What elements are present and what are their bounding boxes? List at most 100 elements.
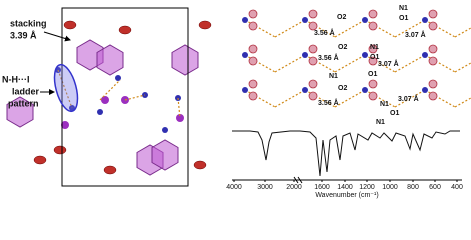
x-tick-label: 1600 <box>314 184 330 191</box>
axis-break <box>293 176 303 184</box>
oxygen-atom <box>428 21 438 31</box>
hydrogen-bond <box>177 97 181 119</box>
nitrogen-atom <box>362 87 368 93</box>
hydrogen-bond <box>394 89 426 108</box>
stacking-distance: 3.39 Å <box>10 30 37 40</box>
distance-label: 3.07 Å <box>405 30 426 39</box>
hydrogen-bond <box>274 54 306 73</box>
hydrogen-bond <box>334 54 366 73</box>
oxygen-atom <box>368 91 378 101</box>
atom-label: O2 <box>338 44 347 51</box>
oxygen-atom <box>248 79 258 89</box>
atom-label: O1 <box>390 110 399 117</box>
atom-label: O2 <box>337 14 346 21</box>
nitrogen-atom <box>242 17 248 23</box>
arrow <box>43 31 71 42</box>
aromatic-ring <box>151 139 179 171</box>
hydrogen-bond <box>57 69 73 109</box>
atom-label: O1 <box>370 54 379 61</box>
structure-drawings <box>6 9 471 176</box>
oxygen-atom <box>53 145 67 155</box>
nitrogen-atom <box>362 17 368 23</box>
oxygen-atom <box>368 44 378 54</box>
oxygen-atom <box>428 9 438 19</box>
atom-label: O1 <box>368 71 377 78</box>
aromatic-ring <box>6 96 34 128</box>
hydrogen-bond <box>334 89 366 108</box>
aromatic-ring <box>96 44 124 76</box>
oxygen-atom <box>308 91 318 101</box>
figure: stacking 3.39 Å N-H···I ladder pattern W… <box>2 5 471 199</box>
oxygen-atom <box>368 9 378 19</box>
nitrogen-atom <box>242 87 248 93</box>
nitrogen-atom <box>422 17 428 23</box>
atom-label: O2 <box>338 85 347 92</box>
distance-label: 3.56 Å <box>318 53 339 62</box>
x-tick-label: 3000 <box>257 184 273 191</box>
oxygen-atom <box>308 44 318 54</box>
oxygen-atom <box>428 44 438 54</box>
aromatic-ring <box>171 44 199 76</box>
hydrogen-bond <box>274 89 306 108</box>
oxygen-atom <box>248 91 258 101</box>
hydrogen-bond <box>274 19 306 38</box>
nitrogen-atom <box>242 52 248 58</box>
hydrogen-bond <box>99 79 121 101</box>
nitrogen-atom <box>97 109 103 115</box>
distance-label: 3.07 Å <box>398 94 419 103</box>
nitrogen-atom <box>162 127 168 133</box>
oxygen-atom <box>193 160 207 170</box>
x-tick-label: 1200 <box>359 184 375 191</box>
oxygen-atom <box>248 44 258 54</box>
oxygen-atom <box>308 9 318 19</box>
atom-label: O1 <box>399 15 408 22</box>
ladder-highlight <box>53 63 79 113</box>
nitrogen-atom <box>302 17 308 23</box>
atom-label: N1 <box>370 44 379 51</box>
nitrogen-atom <box>302 87 308 93</box>
oxygen-atom <box>63 20 77 30</box>
nitrogen-atom <box>362 52 368 58</box>
atom-label: N1 <box>376 119 385 126</box>
oxygen-atom <box>103 165 117 175</box>
nitrogen-atom <box>422 52 428 58</box>
oxygen-atom <box>248 56 258 66</box>
x-tick-label: 2000 <box>286 184 302 191</box>
x-tick-label: 600 <box>429 184 441 191</box>
hydrogen-bond <box>454 97 471 108</box>
oxygen-atom <box>368 56 378 66</box>
unit-cell <box>61 7 189 187</box>
hydrogen-bond <box>394 19 426 38</box>
nitrogen-atom <box>422 87 428 93</box>
oxygen-atom <box>33 155 47 165</box>
oxygen-atom <box>428 56 438 66</box>
oxygen-atom <box>368 79 378 89</box>
stacking-label: stacking <box>10 18 47 28</box>
x-tick-label: 4000 <box>226 184 242 191</box>
atom-label: N1 <box>329 73 338 80</box>
nitrogen-atom <box>115 75 121 81</box>
hydrogen-bond <box>334 19 366 38</box>
distance-label: 3.07 Å <box>378 59 399 68</box>
x-tick-label: 1400 <box>337 184 353 191</box>
oxygen-atom <box>198 20 212 30</box>
oxygen-atom <box>248 9 258 19</box>
x-tick-label: 1000 <box>382 184 398 191</box>
atom-label: N1 <box>380 101 389 108</box>
iodine-atom <box>101 96 109 104</box>
ladder-label: ladder <box>12 86 40 96</box>
ir-spectrum <box>232 130 460 177</box>
oxygen-atom <box>428 91 438 101</box>
hydrogen-bond <box>454 27 471 38</box>
oxygen-atom <box>428 79 438 89</box>
ladder-label: pattern <box>8 98 39 108</box>
oxygen-atom <box>248 21 258 31</box>
hydrogen-bond <box>394 54 426 73</box>
iodine-atom <box>61 121 69 129</box>
distance-label: 3.56 Å <box>318 98 339 107</box>
x-tick-label: 800 <box>407 184 419 191</box>
oxygen-atom <box>118 25 132 35</box>
oxygen-atom <box>308 79 318 89</box>
x-axis-label: Wavenumber (cm⁻¹) <box>315 192 378 199</box>
x-tick-label: 400 <box>451 184 463 191</box>
